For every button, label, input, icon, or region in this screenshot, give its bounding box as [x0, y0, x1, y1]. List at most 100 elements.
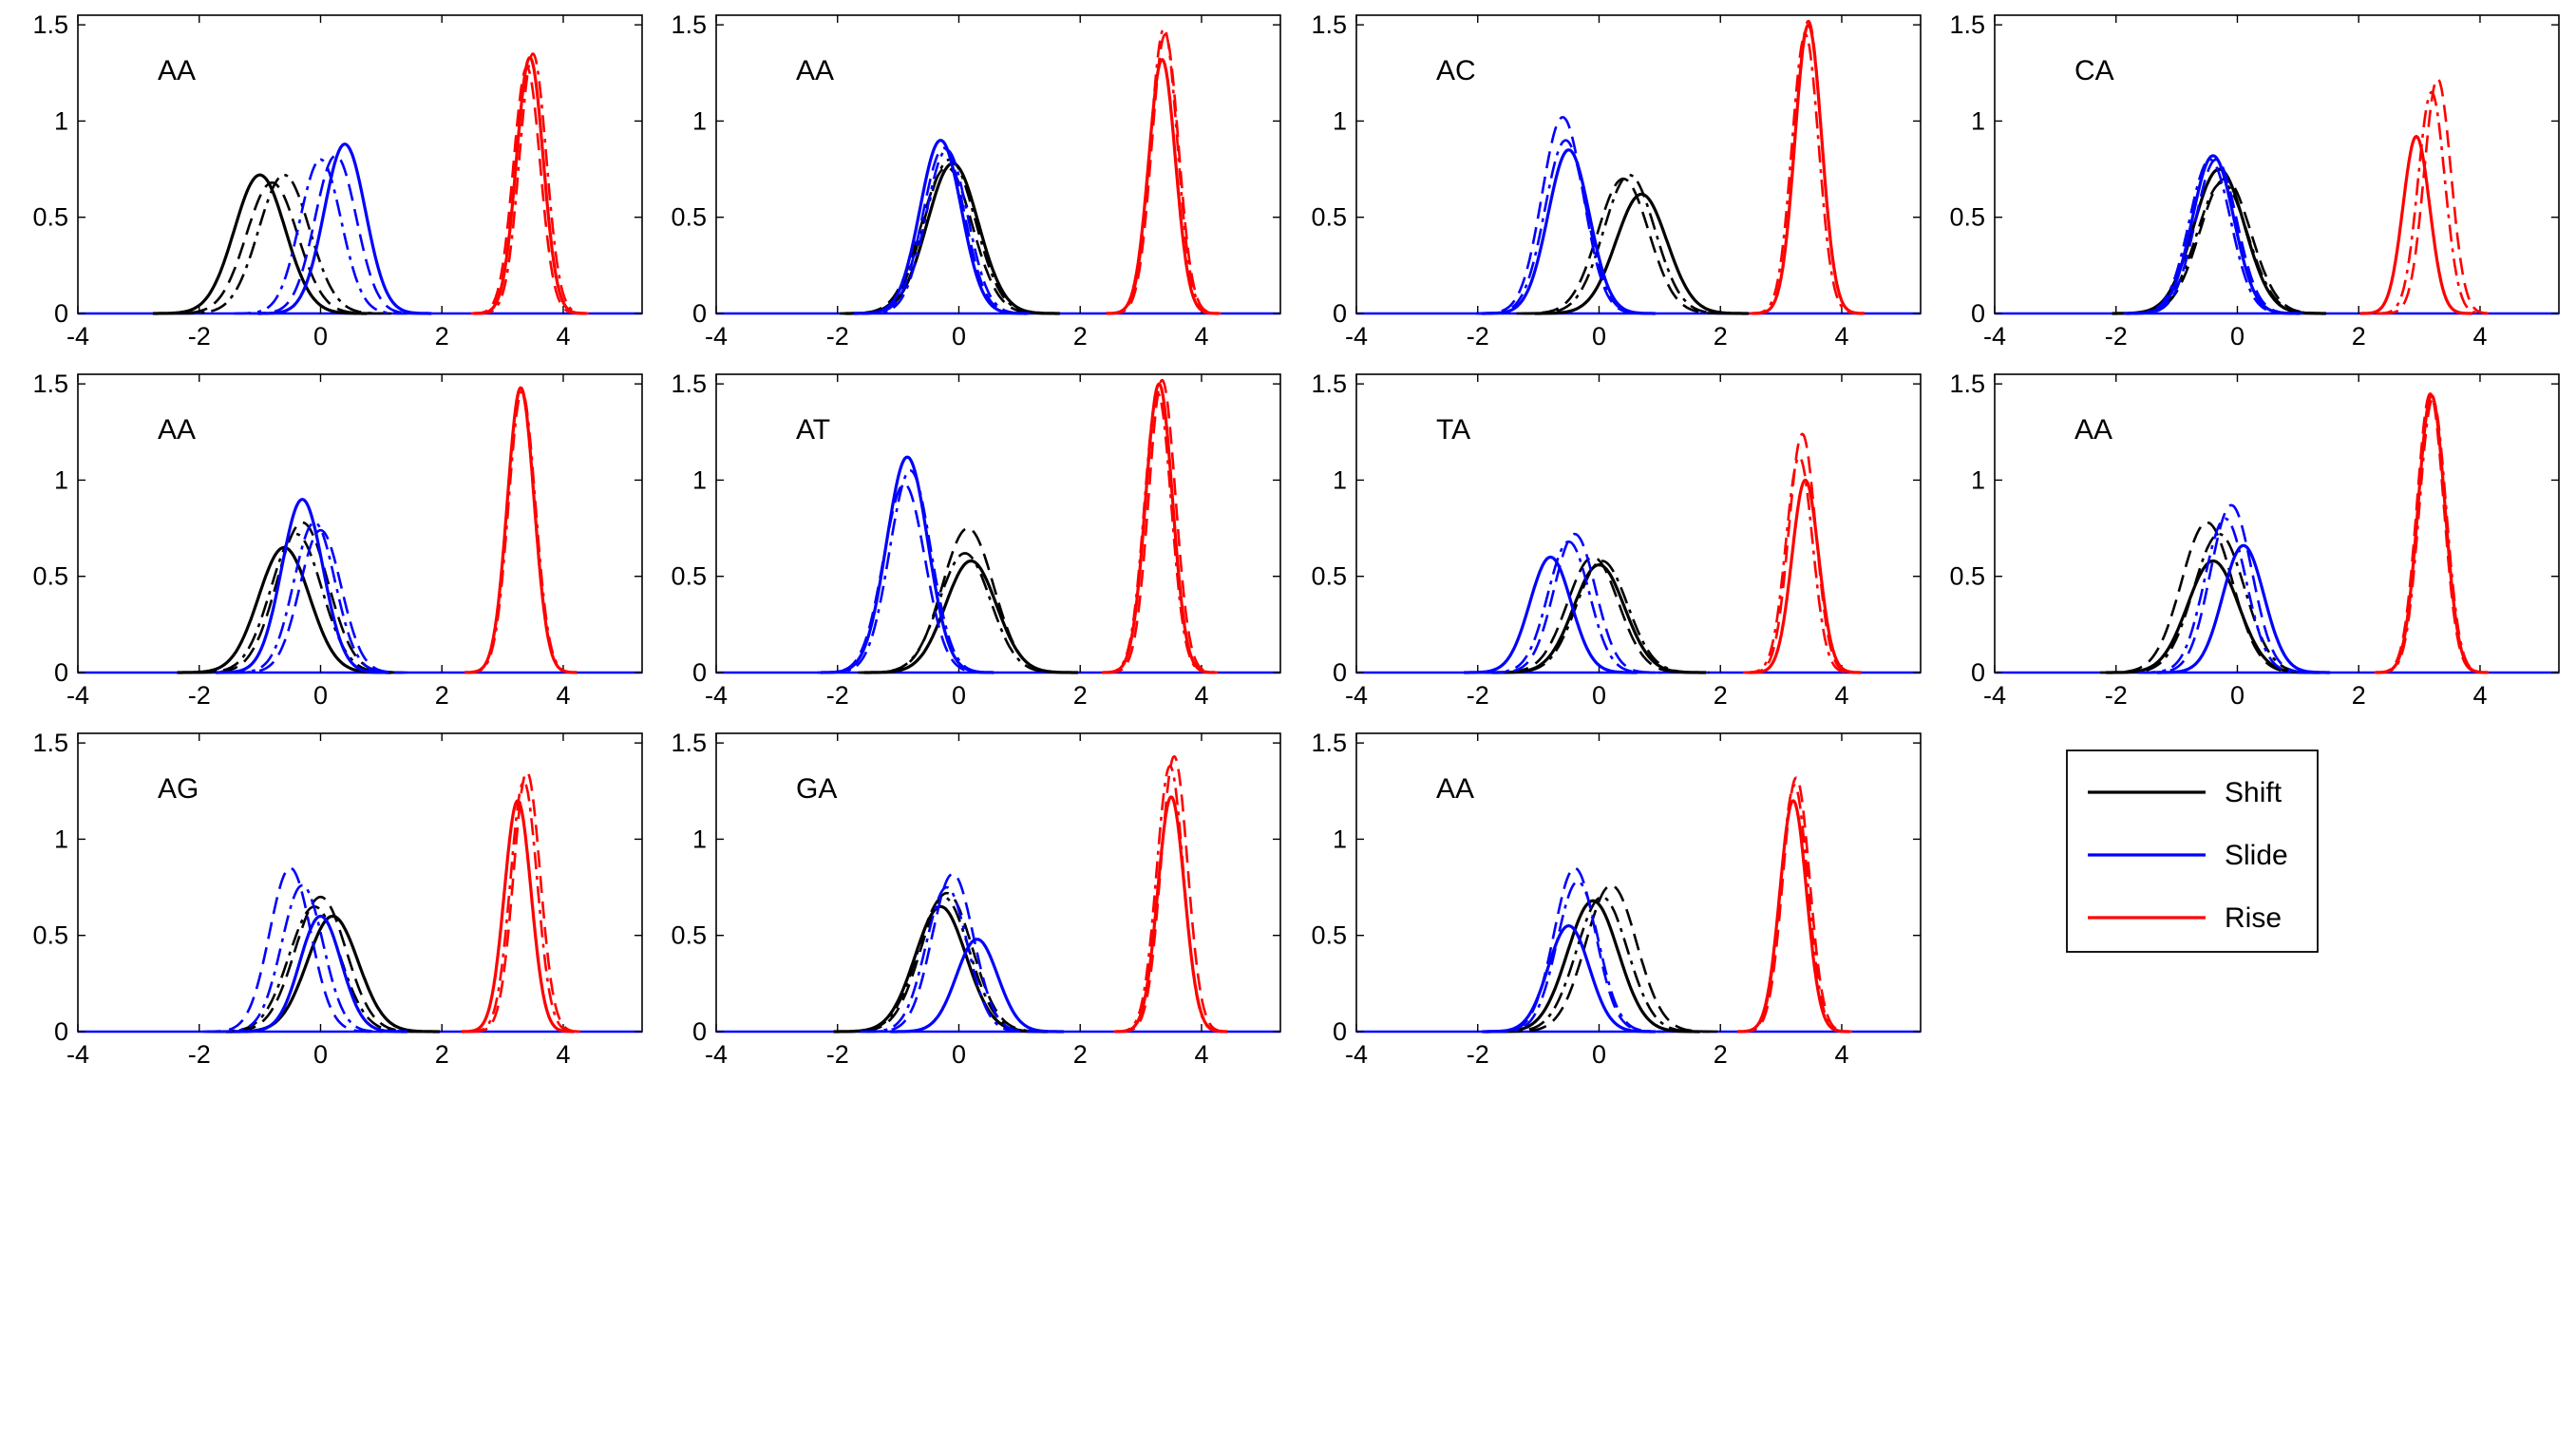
slide-curve-1	[257, 142, 432, 315]
y-tick-label: 0.5	[32, 562, 68, 591]
x-tick-label: 2	[2352, 681, 2366, 710]
y-tick-label: 1	[692, 106, 707, 135]
y-tick-label: 1.5	[671, 729, 707, 757]
panel-label: AC	[1436, 55, 1476, 86]
y-tick-label: 0.5	[1311, 921, 1347, 950]
slide-curve-1	[1463, 555, 1638, 674]
y-tick-label: 0.5	[32, 203, 68, 232]
rise-curve-2	[1746, 432, 1859, 674]
slide-curve-2	[2144, 503, 2319, 674]
subplot-1: -4 -2 0 2 4 0 0.5 1 1.5 AA	[32, 10, 643, 351]
panel-label: AG	[158, 773, 199, 805]
y-tick-label: 0	[692, 299, 707, 328]
x-tick-label: -4	[66, 1040, 89, 1069]
x-tick-label: -2	[188, 322, 211, 351]
shift-legend-label: Shift	[2225, 777, 2282, 808]
y-tick-label: 0	[692, 658, 707, 687]
slide-curve-1	[2156, 543, 2331, 674]
slide-curve-3	[860, 148, 1033, 315]
x-tick-label: 0	[952, 681, 966, 710]
shift-curve-3	[1495, 560, 1710, 674]
subplot-4: -4 -2 0 2 4 0 0.5 1 1.5 CA	[1949, 10, 2560, 351]
y-tick-label: 0	[54, 658, 68, 687]
x-tick-label: -4	[66, 681, 89, 710]
y-tick-label: 1	[692, 825, 707, 853]
slide-curve-3	[216, 883, 389, 1034]
x-tick-label: 0	[952, 1040, 966, 1069]
subplot-3: -4 -2 0 2 4 0 0.5 1 1.5 AC	[1311, 10, 1922, 351]
x-tick-label: 0	[2230, 681, 2245, 710]
shift-curve-3	[858, 552, 1072, 674]
rise-curve-3	[1742, 455, 1856, 674]
x-tick-label: -4	[1345, 322, 1368, 351]
y-tick-label: 1.5	[671, 370, 707, 398]
shift-curve-2	[213, 895, 428, 1034]
rise-curve-3	[465, 389, 578, 674]
plot-frame	[1355, 14, 1922, 314]
rise-legend-label: Rise	[2225, 902, 2282, 934]
x-tick-label: 4	[556, 322, 570, 351]
x-tick-label: 2	[1073, 322, 1088, 351]
y-tick-label: 0	[54, 299, 68, 328]
x-tick-label: -4	[705, 322, 728, 351]
x-tick-label: -4	[1983, 681, 2006, 710]
y-tick-label: 0	[54, 1017, 68, 1046]
slide-curve-3	[2138, 517, 2312, 674]
y-tick-label: 1	[1333, 106, 1347, 135]
y-tick-label: 1.5	[32, 729, 68, 757]
slide-curve-2	[249, 154, 423, 315]
rise-curve-2	[2374, 392, 2488, 674]
y-tick-label: 1.5	[1311, 10, 1347, 39]
x-tick-label: 4	[1194, 1040, 1208, 1069]
x-tick-label: 0	[313, 1040, 328, 1069]
y-tick-label: 0.5	[1311, 562, 1347, 591]
x-tick-label: 2	[1073, 1040, 1088, 1069]
x-tick-label: 4	[2472, 681, 2487, 710]
slide-curve-2	[203, 866, 377, 1034]
x-tick-label: 2	[1714, 1040, 1728, 1069]
rise-curve-1	[1102, 382, 1216, 674]
rise-curve-2	[1739, 776, 1853, 1034]
x-tick-label: -2	[188, 1040, 211, 1069]
y-tick-label: 1	[1971, 465, 1985, 494]
x-tick-label: -4	[705, 1040, 728, 1069]
slide-curve-3	[1482, 540, 1656, 674]
rise-curve-3	[1107, 27, 1221, 315]
panel-label: GA	[796, 773, 837, 805]
rise-curve-1	[2359, 135, 2473, 315]
shift-curve-1	[152, 173, 368, 315]
slide-curve-3	[860, 885, 1033, 1034]
x-tick-label: -2	[2105, 322, 2128, 351]
rise-curve-2	[1106, 378, 1219, 674]
y-tick-label: 1	[1333, 825, 1347, 853]
rise-curve-1	[464, 386, 578, 674]
y-tick-label: 0	[692, 1017, 707, 1046]
x-tick-label: -2	[188, 681, 211, 710]
rise-curve-2	[2380, 77, 2494, 315]
x-tick-label: 0	[1592, 1040, 1606, 1069]
slide-curve-3	[234, 158, 407, 315]
subplot-6: -4 -2 0 2 4 0 0.5 1 1.5 AT	[671, 370, 1281, 710]
panel-label: AA	[2074, 414, 2112, 446]
y-tick-label: 1.5	[671, 10, 707, 39]
x-tick-label: -2	[1467, 681, 1489, 710]
rise-curve-2	[470, 66, 584, 315]
legend: Shift Slide Rise	[2066, 749, 2319, 953]
plot-frame	[1994, 14, 2560, 314]
shift-curve-2	[1486, 556, 1700, 674]
x-tick-label: 0	[313, 681, 328, 710]
panel-label: AA	[796, 55, 834, 86]
y-tick-label: 1.5	[1311, 370, 1347, 398]
y-tick-label: 1.5	[1311, 729, 1347, 757]
x-tick-label: -4	[705, 681, 728, 710]
rise-curve-3	[1749, 33, 1863, 315]
slide-curve-1	[234, 914, 407, 1034]
x-tick-label: 4	[2472, 322, 2487, 351]
subplot-10: -4 -2 0 2 4 0 0.5 1 1.5 GA	[671, 729, 1281, 1069]
x-tick-label: -2	[1467, 1040, 1489, 1069]
subplot-8: -4 -2 0 2 4 0 0.5 1 1.5 AA	[1949, 370, 2560, 710]
x-tick-label: -2	[2105, 681, 2128, 710]
x-tick-label: -4	[1983, 322, 2006, 351]
slide-curve-1	[890, 938, 1065, 1034]
